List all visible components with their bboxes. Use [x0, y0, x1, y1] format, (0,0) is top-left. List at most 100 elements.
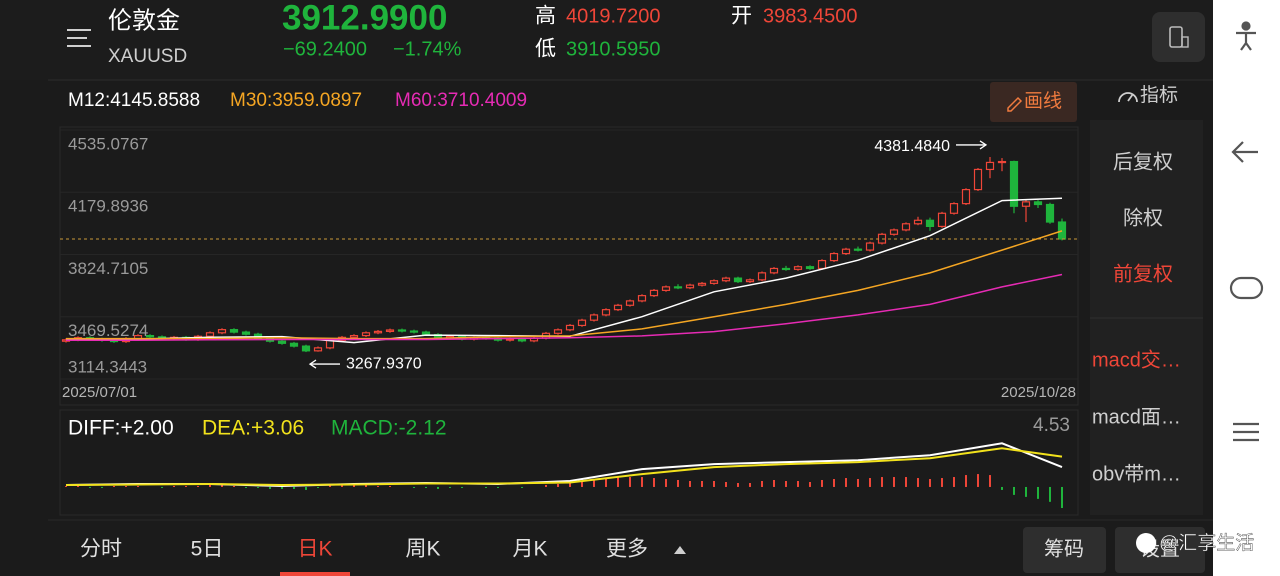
annotation-label: 3267.9370 [346, 355, 422, 372]
y-tick-label: 3824.7105 [68, 259, 148, 278]
open-label: 开 [731, 5, 752, 28]
indicator-option[interactable]: macd面… [1092, 406, 1181, 428]
more-arrow [674, 546, 686, 554]
candle-body [973, 168, 983, 191]
candle-body [1021, 201, 1031, 207]
y-tick-label: 3114.3443 [68, 357, 147, 376]
ma-line [65, 197, 1063, 344]
ma-legend: M30:3959.0897 [230, 90, 362, 111]
candle-body [1045, 203, 1055, 223]
x-tick-label: 2025/07/01 [62, 384, 137, 401]
ma-legend: M12:4145.8588 [68, 90, 200, 111]
candle-body [241, 331, 251, 335]
candle-body [589, 314, 599, 321]
y-tick-label: 4.53 [1033, 415, 1070, 436]
y-tick-label: 4179.8936 [68, 197, 148, 216]
macd-frame [59, 409, 1079, 516]
watermark: @汇享生活 [1159, 532, 1254, 554]
candle-body [889, 229, 899, 235]
candle-body [565, 324, 575, 331]
adjust-option[interactable]: 前复权 [1113, 262, 1173, 285]
macd-legend: MACD:-2.12 [331, 417, 447, 440]
candle-body [409, 330, 419, 333]
candle-body [997, 160, 1007, 164]
rotate-button-bg [1152, 12, 1205, 62]
candle-body [553, 329, 563, 334]
candle-body [901, 223, 911, 231]
candle-body [685, 284, 695, 289]
candle-body [697, 282, 707, 286]
macd-legend: DEA:+3.06 [202, 417, 304, 440]
instrument-symbol: XAUUSD [108, 46, 187, 67]
rotate-button[interactable] [1152, 12, 1205, 62]
accessibility-icon[interactable] [1241, 21, 1251, 31]
candle-body [361, 332, 371, 337]
candle-body [745, 279, 755, 283]
y-tick-label: 3469.5274 [68, 321, 148, 340]
nav-bar [1213, 0, 1280, 576]
candle-body [301, 345, 311, 352]
candle-body [913, 219, 923, 225]
bottom-tab[interactable]: 周K [405, 538, 440, 561]
ma-line [66, 230, 1063, 340]
price-change: −69.2400 [283, 38, 367, 60]
back-icon[interactable] [1231, 141, 1258, 163]
candle-body [517, 338, 527, 342]
home-icon[interactable] [1229, 276, 1264, 300]
candle-body [277, 340, 287, 344]
candle-body [505, 338, 515, 341]
bottom-tab[interactable]: 月K [512, 538, 547, 561]
candle-body [733, 277, 743, 283]
annotation-label: 4381.4840 [874, 138, 950, 155]
menu-icon[interactable] [67, 29, 91, 47]
ma-legend: M60:3710.4009 [395, 90, 527, 111]
draw-button-label: 画线 [1024, 90, 1062, 112]
candle-body [925, 219, 935, 228]
x-tick-label: 2025/10/28 [1001, 384, 1076, 401]
tab-underline [280, 572, 350, 576]
watermark-icon [1136, 533, 1156, 553]
candle-body [949, 203, 959, 214]
ma-line [66, 273, 1063, 342]
bottom-tab[interactable]: 分时 [80, 538, 122, 561]
candle-body [397, 329, 407, 332]
button-bg [1023, 527, 1106, 573]
price-change-pct: −1.74% [393, 38, 462, 60]
recents-icon[interactable] [1233, 422, 1259, 442]
adjust-option[interactable]: 除权 [1123, 206, 1163, 229]
candle-body [937, 212, 947, 228]
candle-body [421, 331, 431, 336]
draw-button-bg [990, 82, 1077, 122]
candle-body [985, 161, 995, 171]
draw-button[interactable]: 画线 [990, 82, 1077, 122]
bottom-tab[interactable]: 更多 [606, 538, 648, 561]
candle-body [577, 319, 587, 327]
candle-body [661, 286, 671, 291]
indicator-button[interactable]: 指标 [1118, 84, 1178, 106]
candle-body [649, 289, 659, 297]
candle-body [1033, 201, 1043, 206]
candle-body [385, 329, 395, 332]
candle-body [829, 252, 839, 262]
bottom-button[interactable]: 筹码 [1044, 537, 1084, 560]
accessibility-icon[interactable] [1236, 31, 1256, 51]
bottom-tab[interactable]: 日K [297, 538, 332, 561]
indicator-option[interactable]: macd交… [1092, 348, 1181, 371]
indicator-option[interactable]: obv带m… [1092, 462, 1181, 485]
y-tick-label: 4535.0767 [68, 134, 148, 153]
low-value: 3910.5950 [566, 38, 661, 60]
last-price: 3912.9900 [282, 0, 447, 37]
open-value: 3983.4500 [763, 5, 858, 27]
macd-line [65, 442, 1063, 488]
candle-body [805, 266, 815, 270]
adjust-option[interactable]: 后复权 [1113, 150, 1173, 173]
pencil-icon [1007, 96, 1023, 112]
candle-body [961, 189, 971, 205]
low-label: 低 [535, 38, 556, 61]
candle-body [781, 267, 791, 271]
high-label: 高 [535, 5, 556, 28]
bottom-tab[interactable]: 5日 [191, 538, 224, 561]
candle-body [793, 266, 803, 270]
rotate-icon [1181, 36, 1189, 48]
